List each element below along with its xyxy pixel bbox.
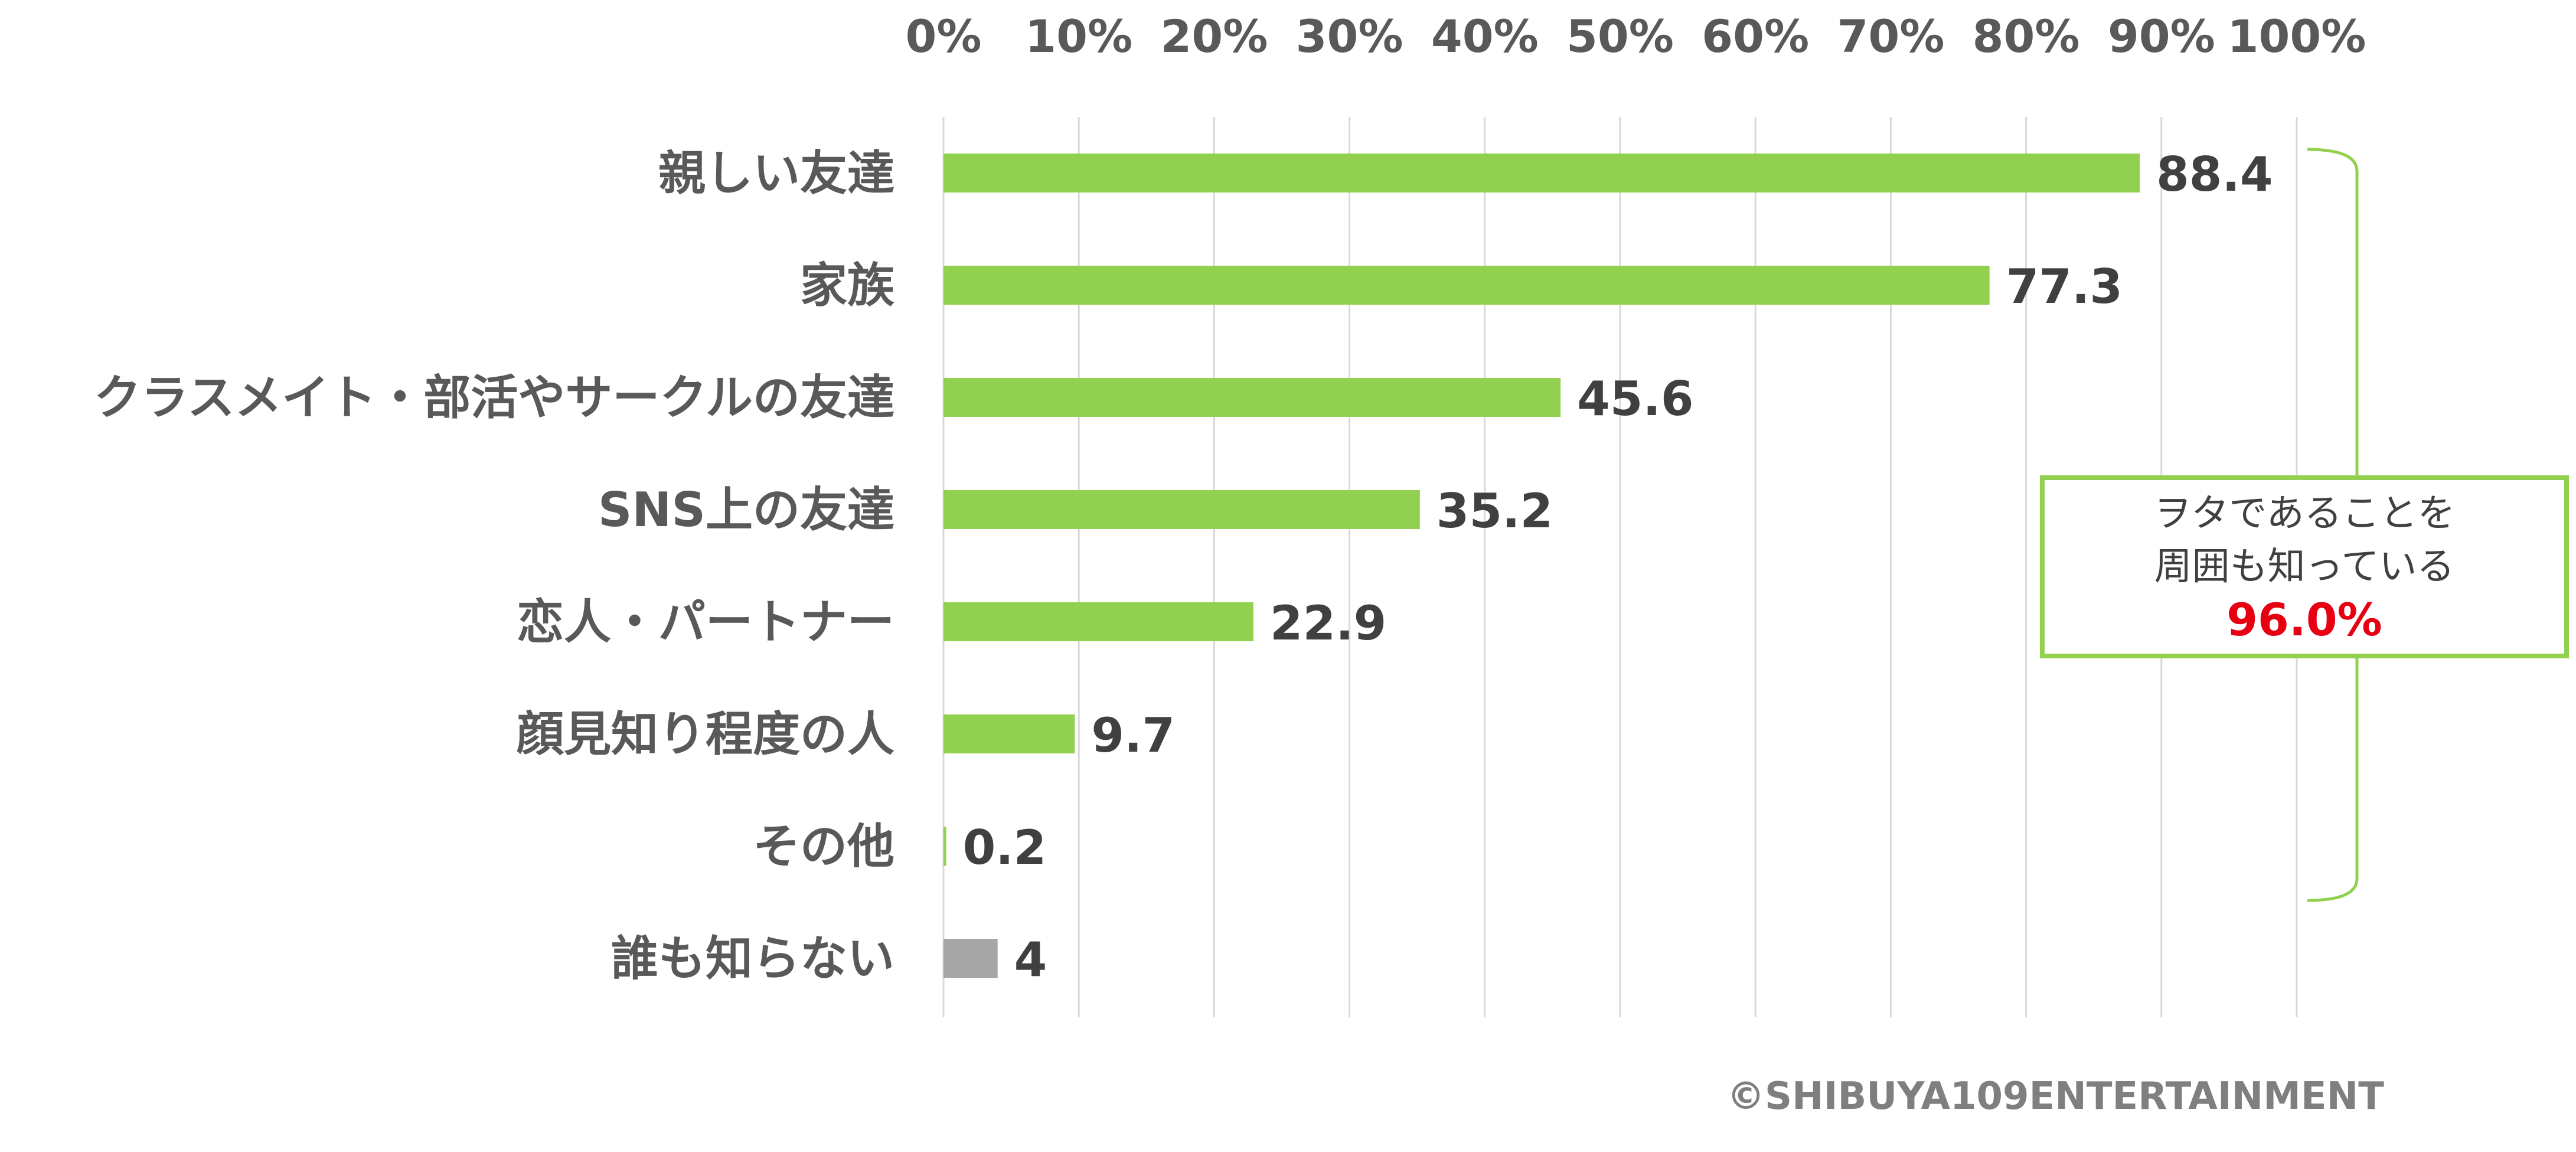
value-label: 4 xyxy=(1014,932,1047,987)
callout-box: ヲタであることを 周囲も知っている 96.0% xyxy=(2040,475,2569,658)
x-tick-label: 50% xyxy=(1566,10,1674,63)
value-label: 35.2 xyxy=(1436,484,1553,539)
copyright-text: ©SHIBUYA109ENTERTAINMENT xyxy=(1727,1075,2384,1118)
category-label: 顔見知り程度の人 xyxy=(517,707,894,762)
value-label: 9.7 xyxy=(1091,708,1175,763)
x-tick-label: 20% xyxy=(1160,10,1268,63)
bar xyxy=(943,602,1253,641)
x-tick-label: 90% xyxy=(2108,10,2215,63)
x-tick-label: 30% xyxy=(1296,10,1403,63)
callout-line-1: ヲタであることを xyxy=(2153,492,2456,536)
callout-line-2: 周囲も知っている xyxy=(2154,545,2455,589)
bar xyxy=(943,154,2140,192)
bar xyxy=(943,827,946,866)
x-axis-tick-labels: 0% 10% 20% 30% 40% 50% 60% 70% 80% 90% 100% xyxy=(905,10,2366,63)
category-label: 家族 xyxy=(800,258,894,313)
x-tick-label: 0% xyxy=(905,10,981,63)
category-label: 誰も知らない xyxy=(611,931,894,986)
value-label: 77.3 xyxy=(2006,259,2123,314)
category-label: 親しい友達 xyxy=(658,146,894,201)
category-label: その他 xyxy=(753,819,894,874)
bar xyxy=(943,378,1561,417)
value-label: 0.2 xyxy=(963,820,1047,875)
callout-percentage: 96.0% xyxy=(2226,593,2382,646)
category-label: 恋人・パートナー xyxy=(517,595,894,650)
value-label: 45.6 xyxy=(1577,371,1693,426)
category-label: クラスメイト・部活やサークルの友達 xyxy=(94,370,894,425)
x-tick-label: 80% xyxy=(1973,10,2080,63)
x-tick-label: 100% xyxy=(2228,10,2366,63)
x-tick-label: 60% xyxy=(1702,10,1809,63)
bar xyxy=(943,714,1075,753)
bar xyxy=(943,939,998,978)
bars xyxy=(943,154,2140,978)
bar xyxy=(943,266,1990,305)
value-label: 88.4 xyxy=(2156,147,2273,202)
bar xyxy=(943,490,1420,529)
x-tick-label: 10% xyxy=(1025,10,1132,63)
value-label: 22.9 xyxy=(1270,596,1386,651)
x-tick-label: 70% xyxy=(1837,10,1944,63)
x-tick-label: 40% xyxy=(1431,10,1539,63)
value-labels: 88.4 77.3 45.6 35.2 22.9 9.7 0.2 4 xyxy=(963,147,2273,987)
category-label: SNS上の友達 xyxy=(598,482,894,537)
